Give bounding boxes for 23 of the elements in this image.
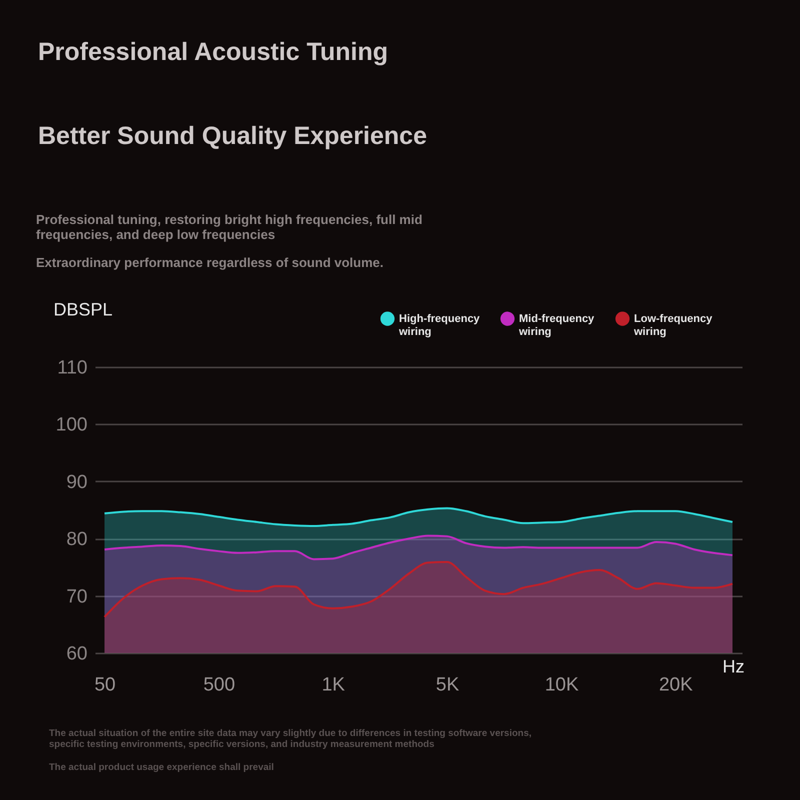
y-tick-label: 60 <box>66 644 88 664</box>
x-tick-label: 50 <box>94 674 116 696</box>
text: The actual situation of the entire site data may vary slightly due to differences in testing software versions, specific testing environments, specific versions, and industry measurement methods <box>49 728 533 750</box>
text: The actual product usage experience shall prevail <box>49 762 275 773</box>
x-tick-label: 1K <box>322 674 346 696</box>
y-axis-title: DBSPL <box>54 300 113 320</box>
legend-label: Low-frequency wiring <box>633 312 714 338</box>
x-tick-label: 20K <box>658 674 694 696</box>
chart-subtitle: Better Sound Quality Experience <box>38 122 427 151</box>
chart-title: Professional Acoustic Tuning <box>38 38 388 67</box>
x-tick-label: 10K <box>544 674 579 696</box>
y-tick-label: 80 <box>66 529 88 550</box>
y-tick-label: 110 <box>57 358 88 378</box>
y-tick-label: 90 <box>66 472 88 493</box>
y-tick-label: 100 <box>56 414 88 436</box>
x-axis-title: Hz <box>722 656 744 676</box>
y-tick-label: 70 <box>66 586 88 608</box>
x-tick-label: 5K <box>436 674 460 696</box>
text: Extraordinary performance regardless of sound volume. <box>36 255 384 270</box>
x-tick-label: 500 <box>203 674 236 696</box>
legend-label: High-frequency wiring <box>398 312 481 338</box>
text: Professional tuning, restoring bright high frequencies, full mid frequencies, and deep low frequencies <box>36 212 424 242</box>
legend-label: Mid-frequency wiring <box>518 312 596 338</box>
